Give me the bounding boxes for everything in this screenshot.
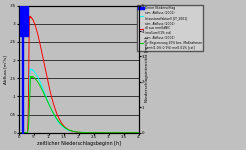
X-axis label: zeitlicher Niederschlagsbeginn [h]: zeitlicher Niederschlagsbeginn [h] — [37, 141, 121, 146]
Legend: Dirner Niederschlag, sim. Abfluss (2001)
Istzustand/aktuell [LT_2001], sim. Abfl: Dirner Niederschlag, sim. Abfluss (2001)… — [138, 5, 203, 51]
Y-axis label: Niederschlagsintensität [mm/h]: Niederschlagsintensität [mm/h] — [145, 37, 149, 102]
Y-axis label: Abfluss [m³/s]: Abfluss [m³/s] — [4, 55, 8, 84]
